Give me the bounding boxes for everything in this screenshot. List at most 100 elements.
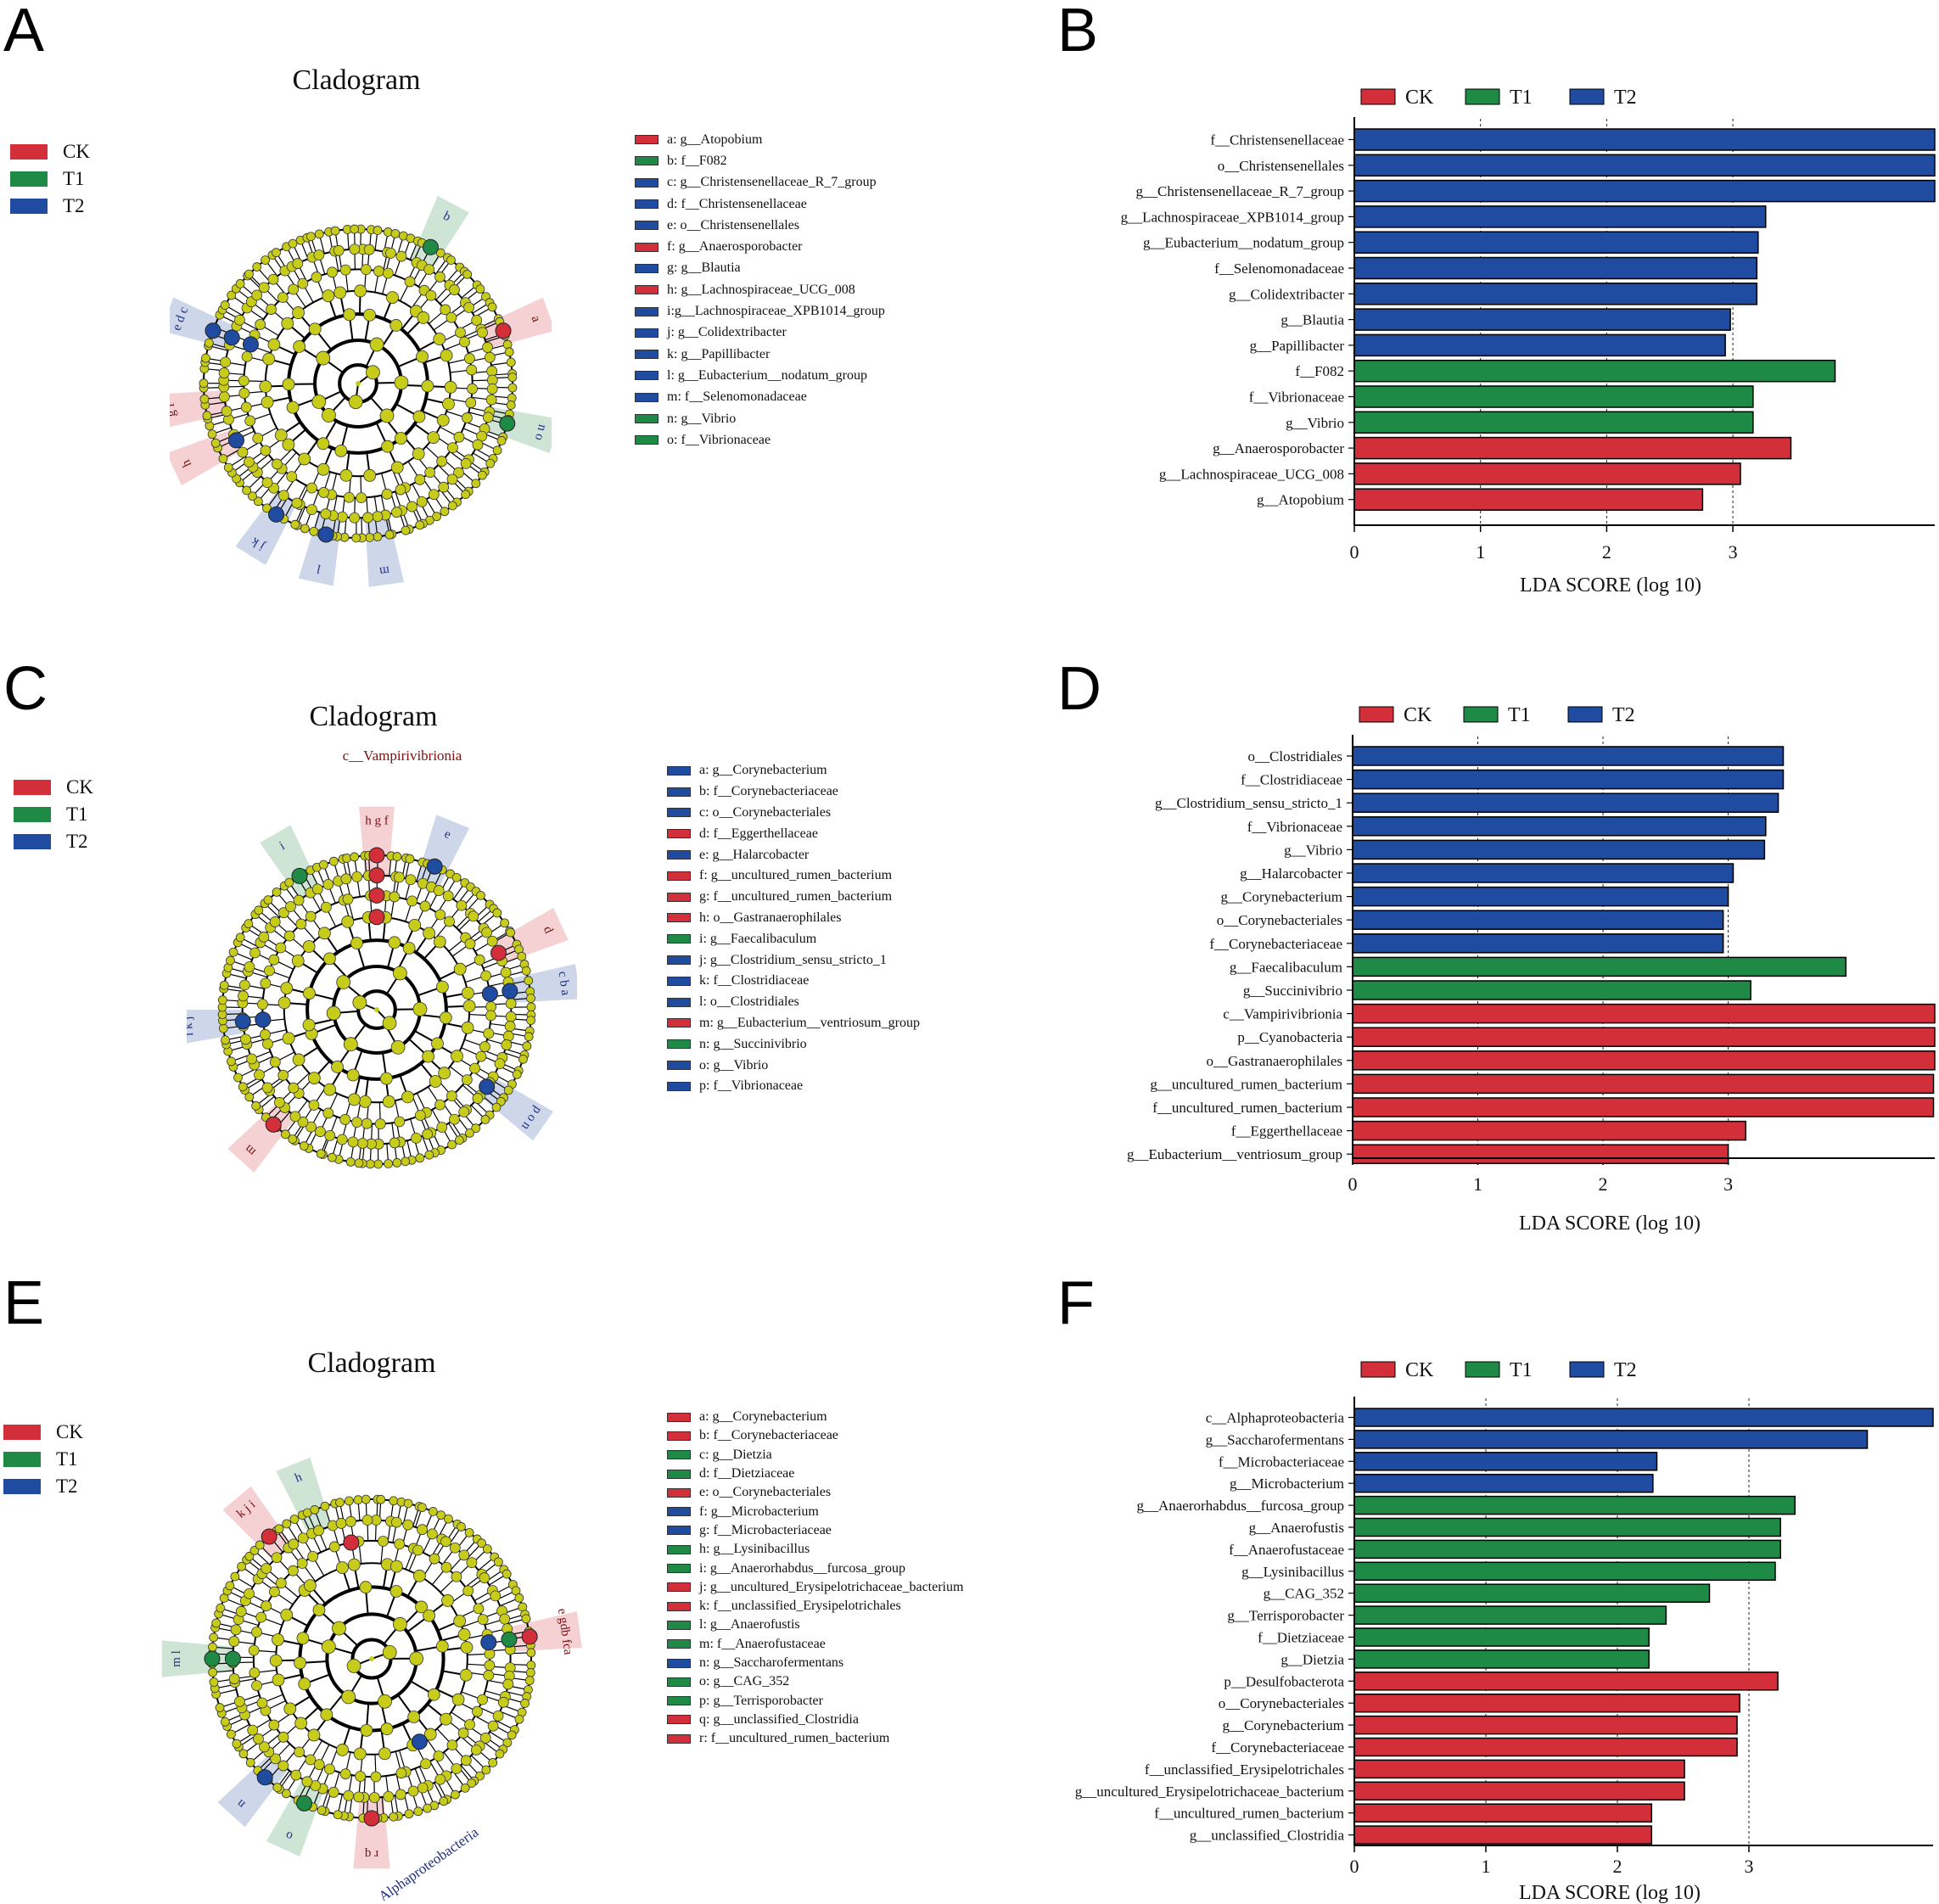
tree-node: [435, 980, 449, 994]
tree-node: [442, 397, 455, 411]
legend-swatch-ck: [1360, 1361, 1396, 1378]
tree-node: [331, 1061, 344, 1073]
clade-marker: r q: [353, 1795, 390, 1869]
biomarker-node: [368, 909, 385, 926]
key-label: d: f__Eggerthellaceae: [699, 826, 818, 841]
tree-node: [402, 942, 416, 955]
tree-node: [293, 894, 305, 906]
key-item: a: g__Corynebacterium: [667, 1408, 963, 1426]
tree-node: [341, 915, 355, 928]
clade-marker: n o: [483, 406, 552, 454]
bar-label: o__Corynebacteriales: [1217, 912, 1342, 928]
tree-node: [317, 1806, 327, 1815]
tree-node: [446, 1090, 457, 1102]
key-label: j: g__uncultured_Erysipelotrichaceae_bac…: [699, 1579, 964, 1594]
key-item: h: g__Lysinibacillus: [667, 1540, 963, 1559]
clade-marker-label: l k j: [187, 1016, 196, 1037]
tree-node: [389, 1560, 403, 1573]
key-item: l: g__Anaerofustis: [667, 1616, 963, 1634]
tree-node: [238, 1749, 249, 1759]
key-item: b: f__Corynebacteriaceae: [667, 781, 920, 803]
key-item: k: f__Clostridiaceae: [667, 971, 920, 992]
tree-node: [347, 1558, 361, 1571]
key-item: n: g__Saccharofermentans: [667, 1654, 963, 1672]
group-legend-c: CK T1 T2: [14, 774, 93, 855]
tree-node: [249, 1667, 261, 1678]
tree-node: [440, 1712, 452, 1726]
key-swatch: [635, 285, 658, 295]
bar-t2: [1352, 839, 1766, 860]
biomarker-node: [223, 329, 240, 346]
key-label: b: f__Corynebacteriaceae: [699, 784, 838, 799]
tree-node: [486, 366, 498, 377]
tree-node: [220, 300, 230, 310]
key-swatch: [635, 135, 658, 145]
tree-node: [346, 1068, 360, 1082]
tree-node: [336, 975, 351, 990]
tree-node: [302, 1018, 316, 1032]
tree-node: [277, 292, 289, 304]
tree-node: [413, 1806, 423, 1817]
tree-node: [218, 367, 230, 378]
tree-node: [285, 901, 296, 912]
tree-node: [244, 1092, 255, 1102]
bar-t2: [1353, 1430, 1869, 1449]
key-item: k: f__unclassified_Erysipelotrichales: [667, 1597, 963, 1616]
biomarker-node: [479, 1078, 496, 1095]
tree-node: [427, 1688, 440, 1701]
tree-node: [471, 479, 481, 489]
bar-ck: [1352, 1003, 1936, 1024]
tree-nodes: [199, 224, 518, 543]
legend-item-ck: CK: [10, 138, 90, 165]
tree-node: [423, 1609, 436, 1622]
tree-node: [407, 1711, 421, 1723]
key-item: j: g__Clostridium_sensu_stricto_1: [667, 949, 920, 971]
tree-node: [433, 333, 446, 345]
tree-node: [460, 1783, 470, 1793]
tree-node: [208, 1642, 217, 1652]
tree-node: [373, 226, 383, 235]
tree-node: [227, 1056, 236, 1067]
tree-node: [484, 351, 496, 363]
legend-swatch: [3, 1479, 41, 1494]
tree-node: [518, 1054, 528, 1064]
tree-node: [333, 286, 347, 300]
tree-node: [327, 266, 338, 278]
tree-node: [320, 1501, 330, 1511]
tree-node: [306, 504, 317, 516]
bar-label: g__Corynebacterium: [1220, 889, 1342, 905]
tree-node: [414, 473, 426, 485]
tree-node: [468, 910, 479, 922]
tree-node: [441, 1594, 454, 1607]
tree-node: [386, 291, 399, 304]
bar-label: g__Colidextribacter: [1229, 286, 1344, 302]
tree-node: [421, 379, 434, 393]
tree-node: [433, 1750, 445, 1762]
bar-t2: [1352, 886, 1729, 907]
tree-node: [349, 244, 361, 255]
key-label: j: g__Clostridium_sensu_stricto_1: [699, 952, 887, 967]
tree-node: [258, 931, 270, 943]
tree-node: [512, 1069, 522, 1079]
tree-node: [453, 431, 465, 443]
bar-ck: [1352, 1097, 1935, 1117]
clade-marker-label: n o: [532, 423, 549, 441]
tree-node: [275, 942, 287, 954]
bar-label: g__Christensenellaceae_R_7_group: [1136, 183, 1345, 199]
tree-node: [322, 878, 334, 890]
bar-label: g__Lachnospiraceae_UCG_008: [1159, 466, 1344, 482]
biomarker-node: [204, 1650, 221, 1667]
bar-t1: [1353, 1605, 1667, 1625]
clade-marker-label: m l: [170, 1650, 183, 1667]
tree-node: [363, 244, 375, 255]
tree-node: [471, 315, 483, 326]
tree-node: [308, 322, 322, 336]
tree-node: [324, 1129, 336, 1141]
bar-label: f__Microbacteriaceae: [1219, 1453, 1344, 1470]
tree-node: [455, 327, 466, 339]
key-swatch: [667, 1469, 691, 1479]
tree-node: [251, 289, 263, 301]
tree-node: [290, 1769, 302, 1781]
tree-node: [459, 1668, 473, 1682]
key-swatch: [667, 934, 691, 944]
